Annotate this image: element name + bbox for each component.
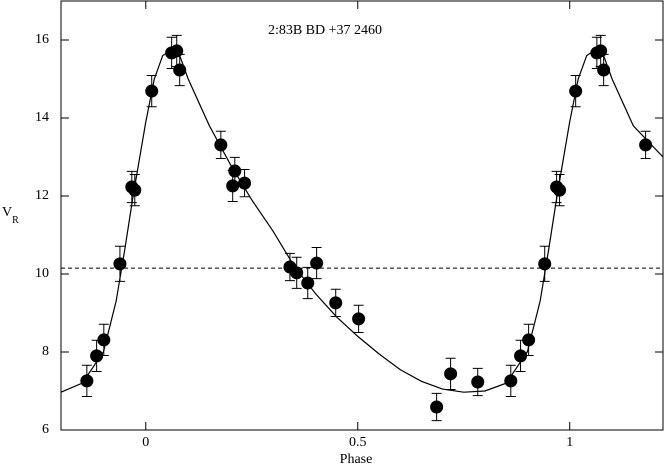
y-tick-label: 8 [42,344,49,359]
data-point [145,84,159,98]
x-axis-label: Phase [340,452,373,467]
data-point [471,375,485,389]
y-axis-label: VR [2,205,19,226]
data-point [226,179,240,193]
data-point [522,333,536,347]
data-point [514,349,528,363]
plot-frame [60,0,664,431]
y-tick-label: 14 [35,110,49,125]
x-tick-label: 0.5 [349,435,367,450]
data-point [97,333,111,347]
y-axis-label-main: V [2,205,12,220]
y-axis-label-subscript: R [12,215,19,226]
data-point [90,349,104,363]
data-point [639,138,653,152]
data-point [113,257,127,271]
data-point [238,176,252,190]
data-point [538,257,552,271]
data-point [170,44,184,58]
data-point [504,374,518,388]
x-tick-label: 1 [566,435,573,450]
data-point [569,84,583,98]
data-point [228,164,242,178]
y-tick-label: 6 [42,422,49,437]
data-point [594,44,608,58]
annotation: 2:83B BD +37 2460 [268,23,382,38]
data-point [301,276,315,290]
data-point [329,296,343,310]
y-tick-label: 12 [35,188,49,203]
x-tick-label: 0 [142,435,149,450]
data-point [80,374,94,388]
data-point [430,400,444,414]
data-point [128,183,142,197]
data-point [597,63,611,77]
y-tick-label: 10 [35,266,49,281]
data-point [310,256,324,270]
data-point [173,63,187,77]
y-tick-label: 16 [35,32,49,47]
data-point [444,367,458,381]
data-point [553,183,567,197]
data-point [352,312,366,326]
data-point [290,266,304,280]
data-point [214,138,228,152]
